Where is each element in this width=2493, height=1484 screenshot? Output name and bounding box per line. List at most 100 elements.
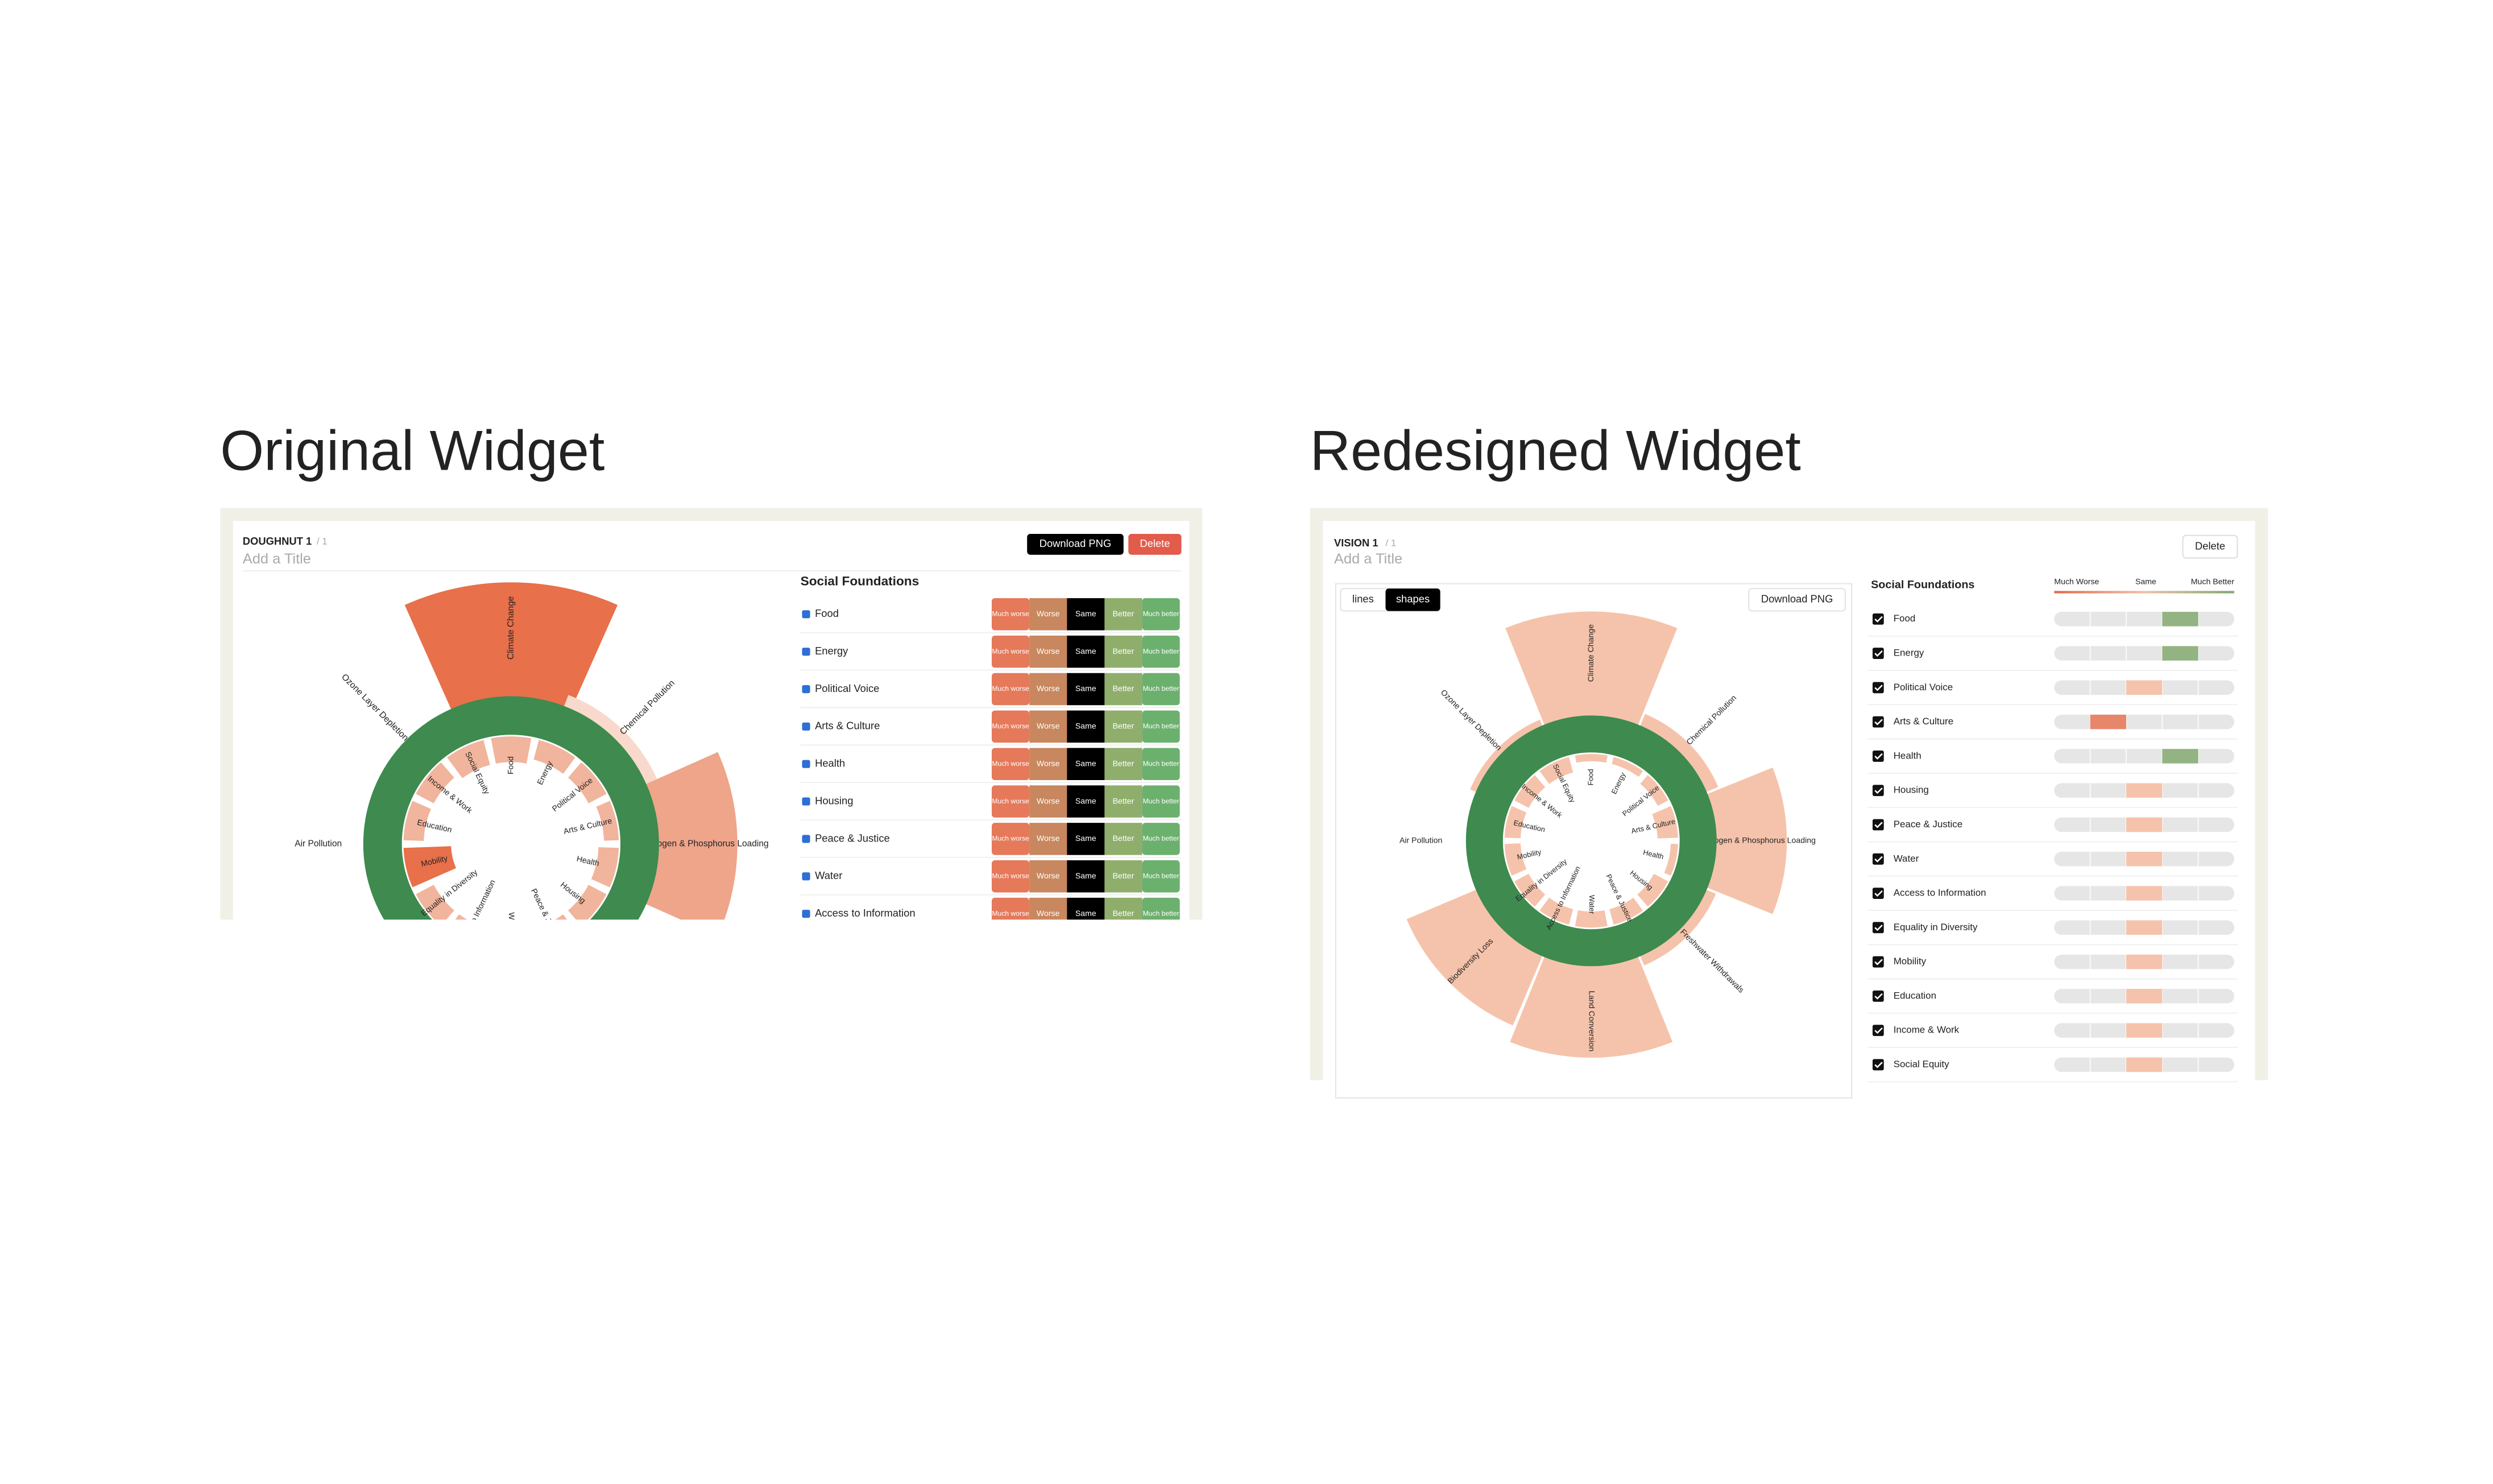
choice-button[interactable] bbox=[1067, 673, 1105, 706]
toggle-active[interactable] bbox=[1385, 588, 1440, 611]
choice-button[interactable] bbox=[1029, 823, 1067, 855]
list: Food Energy Political Voice Arts & Culture H… bbox=[1867, 612, 2238, 1083]
checkbox[interactable] bbox=[802, 722, 810, 731]
checkbox[interactable] bbox=[802, 797, 810, 806]
checkbox[interactable] bbox=[802, 648, 810, 656]
choice-button[interactable] bbox=[1029, 673, 1067, 706]
checkbox[interactable] bbox=[802, 910, 810, 918]
choice-button[interactable] bbox=[1104, 673, 1142, 706]
download-button[interactable] bbox=[1027, 533, 1124, 555]
delete-label: Delete bbox=[1140, 537, 1170, 549]
choice-button[interactable] bbox=[991, 823, 1030, 855]
rating-track[interactable] bbox=[2054, 749, 2234, 764]
checkbox[interactable] bbox=[802, 610, 810, 619]
choice-button[interactable] bbox=[1104, 785, 1142, 818]
choice-button[interactable] bbox=[1142, 860, 1180, 893]
checkbox[interactable] bbox=[1872, 751, 1884, 762]
safe-space-ring bbox=[1465, 715, 1717, 967]
choice-button[interactable] bbox=[1104, 823, 1142, 855]
choice-button[interactable] bbox=[1067, 785, 1105, 818]
checkbox[interactable] bbox=[802, 760, 810, 768]
choice-button[interactable] bbox=[1104, 635, 1142, 668]
choice-button[interactable] bbox=[1029, 748, 1067, 780]
title-input[interactable]: Add a Title bbox=[243, 551, 311, 567]
choice-button[interactable] bbox=[1142, 598, 1180, 631]
choice-button[interactable] bbox=[1029, 635, 1067, 668]
choice-label: Better bbox=[1113, 646, 1134, 656]
choice-button[interactable] bbox=[1142, 673, 1180, 706]
choice-button[interactable] bbox=[1067, 748, 1105, 780]
choice-button[interactable] bbox=[1029, 860, 1067, 893]
choice-button[interactable] bbox=[991, 897, 1030, 930]
checkbox[interactable] bbox=[1872, 613, 1884, 625]
checkbox[interactable] bbox=[1872, 648, 1884, 659]
page-count: / 1 bbox=[1385, 537, 1396, 548]
choice-button[interactable] bbox=[1142, 748, 1180, 780]
check bbox=[1874, 685, 1883, 691]
choice-button[interactable] bbox=[1104, 598, 1142, 631]
checkbox[interactable] bbox=[1872, 819, 1884, 831]
choice-button[interactable] bbox=[1067, 823, 1105, 855]
checkbox[interactable] bbox=[1872, 716, 1884, 728]
rating-track[interactable] bbox=[2054, 612, 2234, 627]
list-title: Social Foundations bbox=[801, 574, 920, 588]
choice-button[interactable] bbox=[1142, 785, 1180, 818]
checkbox[interactable] bbox=[1872, 888, 1884, 899]
checkbox[interactable] bbox=[1872, 853, 1884, 865]
choice-button[interactable] bbox=[991, 710, 1030, 743]
choice-button[interactable] bbox=[991, 635, 1030, 668]
choice-label: Worse bbox=[1037, 758, 1060, 768]
choice-button[interactable] bbox=[991, 673, 1030, 706]
download-button[interactable] bbox=[1748, 588, 1846, 612]
checkbox[interactable] bbox=[802, 872, 810, 881]
checkbox[interactable] bbox=[802, 835, 810, 843]
shortfall-wedge bbox=[1637, 873, 1668, 907]
checkbox[interactable] bbox=[1872, 1059, 1884, 1071]
checkbox[interactable] bbox=[1872, 922, 1884, 934]
choice-button[interactable] bbox=[1104, 860, 1142, 893]
choice-button[interactable] bbox=[1142, 823, 1180, 855]
choice-button[interactable] bbox=[1104, 897, 1142, 930]
choice-button[interactable] bbox=[1067, 710, 1105, 743]
title-input[interactable]: Add a Title bbox=[1334, 551, 1402, 567]
checkbox[interactable] bbox=[1872, 990, 1884, 1002]
choice-button[interactable] bbox=[1067, 860, 1105, 893]
row-label: Social Equity bbox=[1894, 1059, 1949, 1070]
choice-button[interactable] bbox=[1104, 710, 1142, 743]
toggle-option[interactable]: shapes bbox=[1396, 593, 1430, 605]
choice-button[interactable] bbox=[1029, 897, 1067, 930]
rating-segment bbox=[2126, 886, 2163, 901]
choice-button[interactable] bbox=[1142, 635, 1180, 668]
checkbox[interactable] bbox=[1872, 785, 1884, 797]
choice-button[interactable] bbox=[1029, 785, 1067, 818]
choice-label: Same bbox=[1075, 722, 1096, 731]
shortfall-wedge bbox=[416, 762, 454, 803]
choice-button[interactable] bbox=[1067, 598, 1105, 631]
choice-button[interactable] bbox=[1142, 897, 1180, 930]
shortfall-wedge bbox=[1504, 806, 1527, 839]
choice-button[interactable] bbox=[1029, 598, 1067, 631]
choice-label: Worse bbox=[1037, 722, 1060, 731]
choice-label: Worse bbox=[1037, 834, 1060, 843]
checkbox[interactable] bbox=[1872, 1025, 1884, 1037]
choice-button[interactable] bbox=[1104, 748, 1142, 780]
checkbox[interactable] bbox=[1872, 956, 1884, 968]
choice-button[interactable] bbox=[991, 598, 1030, 631]
choice-button[interactable] bbox=[1067, 897, 1105, 930]
toggle-option[interactable]: lines bbox=[1352, 593, 1374, 605]
rating-segment bbox=[2126, 1023, 2163, 1038]
choice-button[interactable] bbox=[1029, 710, 1067, 743]
rating-track[interactable] bbox=[2054, 714, 2234, 729]
checkbox[interactable] bbox=[802, 685, 810, 694]
delete-button[interactable] bbox=[2182, 534, 2238, 559]
choice-button[interactable] bbox=[991, 860, 1030, 893]
choice-button[interactable] bbox=[1067, 635, 1105, 668]
delete-button[interactable] bbox=[1128, 533, 1182, 555]
shortfall-wedge bbox=[1652, 806, 1678, 839]
choice-button[interactable] bbox=[991, 748, 1030, 780]
choice-button[interactable] bbox=[991, 785, 1030, 818]
checkbox[interactable] bbox=[1872, 682, 1884, 694]
rating-track[interactable] bbox=[2054, 646, 2234, 661]
choice-button[interactable] bbox=[1142, 710, 1180, 743]
